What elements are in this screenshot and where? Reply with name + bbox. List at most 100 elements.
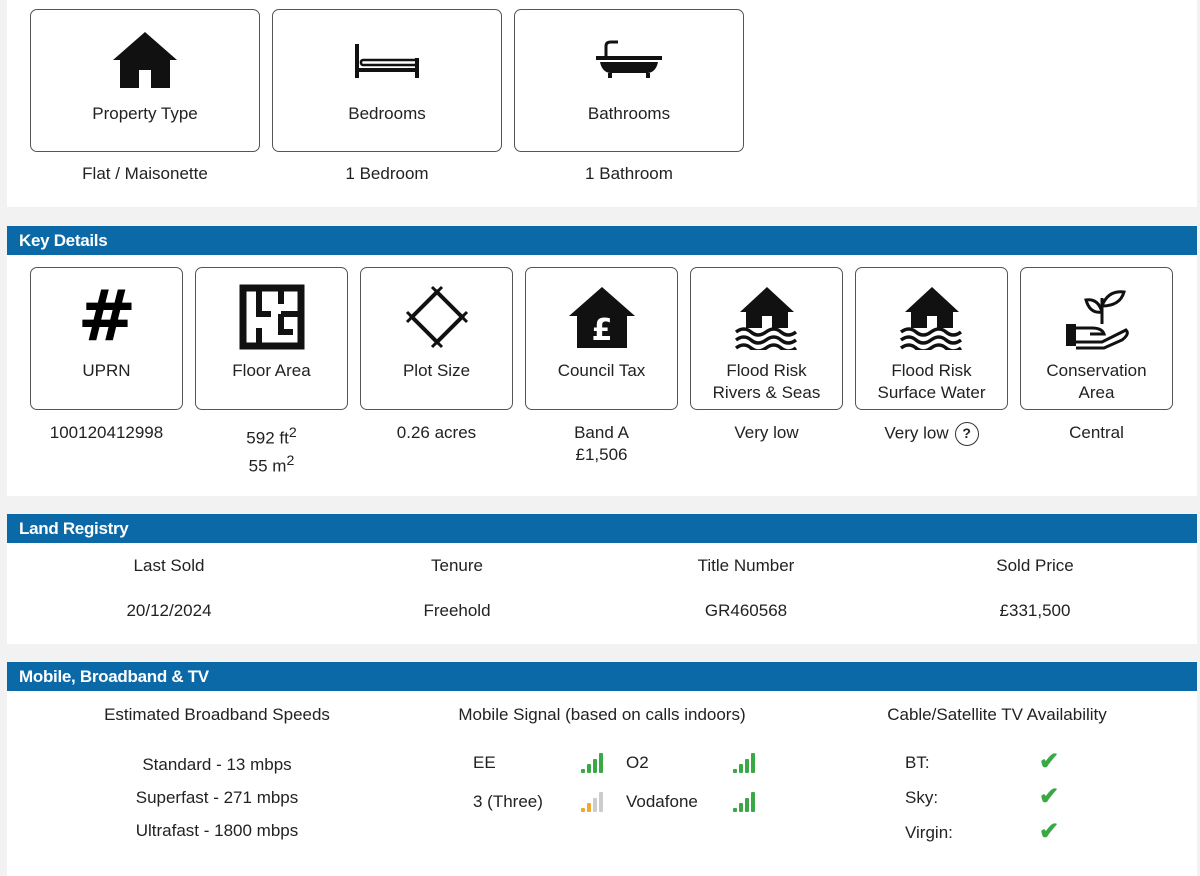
card-label: Conservation	[1046, 361, 1147, 380]
key-details-header: Key Details	[7, 226, 1197, 255]
house-icon	[113, 32, 177, 88]
key-detail-card: Plot Size	[360, 267, 513, 410]
card-label: Rivers & Seas	[712, 383, 821, 402]
card-label: Floor Area	[232, 361, 311, 380]
last-sold-value: 20/12/2024	[126, 601, 212, 620]
card-label: Flood Risk	[891, 361, 972, 380]
network-name: EE	[473, 753, 496, 772]
network-name: 3 (Three)	[473, 792, 543, 811]
key-detail-value: 592 ft	[246, 428, 289, 448]
signal-strength-icon	[733, 792, 755, 812]
tv-title: Cable/Satellite TV Availability	[887, 705, 1107, 724]
summary-panel: Property Type Bedrooms Bathrooms Flat / …	[7, 0, 1197, 207]
key-detail-value-block: 592 ft2 55 m2	[195, 422, 348, 477]
check-icon: ✔	[1039, 748, 1060, 775]
title-number-value: GR460568	[704, 601, 788, 620]
tv-provider: Sky:	[905, 788, 939, 807]
key-detail-card: Floor Area	[195, 267, 348, 410]
sold-price-label: Sold Price	[996, 556, 1074, 575]
key-detail-value: £1,506	[575, 445, 628, 464]
hash-icon: #	[77, 284, 136, 350]
plant-hand-icon	[1065, 290, 1129, 350]
bedrooms-card: Bedrooms	[272, 9, 502, 152]
bathrooms-card: Bathrooms	[514, 9, 744, 152]
key-detail-value-block: 100120412998	[30, 422, 183, 444]
bathrooms-value: 1 Bathroom	[585, 164, 673, 183]
key-detail-card: Flood Risk Surface Water	[855, 267, 1008, 410]
signal-bar	[593, 759, 597, 773]
key-detail-card: # UPRN	[30, 267, 183, 410]
key-details-panel: # UPRN 100120412998 Floor Area 592 ft2 55 m2 P…	[7, 255, 1197, 496]
card-label: Surface Water	[877, 383, 986, 402]
key-detail-value-block: 0.26 acres	[360, 422, 513, 444]
floorplan-icon	[239, 284, 304, 350]
key-detail-value: Very low	[734, 423, 799, 442]
svg-text:#: #	[77, 284, 136, 350]
plot-icon	[405, 285, 468, 349]
signal-bar	[599, 792, 603, 812]
mobile-panel: Estimated Broadband Speeds Standard - 13…	[7, 691, 1197, 876]
broadband-title: Estimated Broadband Speeds	[104, 705, 330, 724]
unit-superscript: 2	[286, 452, 295, 469]
key-detail-value-block: Central	[1020, 422, 1173, 444]
tv-provider: Virgin:	[905, 823, 953, 842]
key-detail-card: Conservation Area	[1020, 267, 1173, 410]
flood-icon	[734, 287, 797, 350]
signal-bar	[739, 764, 743, 773]
key-detail-value: 55 m	[248, 456, 287, 476]
broadband-speed: Standard - 13 mbps	[142, 755, 292, 774]
signal-bar	[599, 753, 603, 773]
card-label: Plot Size	[402, 361, 471, 380]
key-detail-value: 100120412998	[49, 423, 164, 442]
signal-bar	[745, 798, 749, 812]
flood-icon	[899, 287, 962, 350]
signal-title: Mobile Signal (based on calls indoors)	[458, 705, 746, 724]
card-label: Bathrooms	[587, 104, 671, 123]
title-number-label: Title Number	[697, 556, 795, 575]
key-detail-value: Central	[1069, 423, 1124, 442]
land-registry-header: Land Registry	[7, 514, 1197, 543]
broadband-speed: Superfast - 271 mbps	[135, 788, 299, 807]
signal-bar	[581, 808, 585, 812]
help-icon[interactable]: ?	[954, 422, 979, 446]
bed-icon	[355, 44, 419, 78]
tenure-label: Tenure	[431, 556, 483, 575]
network-name: Vodafone	[626, 792, 698, 811]
bath-icon	[596, 40, 662, 78]
signal-bar	[739, 803, 743, 812]
svg-text:£: £	[591, 313, 612, 348]
key-detail-card: Flood Risk Rivers & Seas	[690, 267, 843, 410]
mobile-header: Mobile, Broadband & TV	[7, 662, 1197, 691]
key-detail-value: Very low	[884, 423, 949, 443]
unit-superscript: 2	[288, 425, 297, 441]
signal-bar	[587, 764, 591, 773]
signal-bar	[581, 769, 585, 773]
signal-strength-icon	[733, 753, 755, 773]
signal-bar	[745, 759, 749, 773]
signal-bar	[751, 792, 755, 812]
council-tax-icon: £	[568, 287, 635, 348]
last-sold-label: Last Sold	[133, 556, 205, 575]
signal-bar	[733, 808, 737, 812]
key-detail-card: £ Council Tax	[525, 267, 678, 410]
tenure-value: Freehold	[423, 601, 491, 620]
key-detail-value-block: Very low?	[855, 422, 1008, 446]
card-label: Property Type	[92, 104, 198, 123]
signal-bar	[593, 798, 597, 812]
signal-strength-icon	[581, 753, 603, 773]
property-type-card: Property Type	[30, 9, 260, 152]
land-registry-panel: Last Sold Tenure Title Number Sold Price…	[7, 543, 1197, 644]
signal-bar	[587, 803, 591, 812]
broadband-speed: Ultrafast - 1800 mbps	[135, 821, 299, 840]
card-label: Flood Risk	[726, 361, 807, 380]
card-label: Area	[1078, 383, 1115, 402]
key-detail-value: Band A	[574, 423, 629, 442]
key-detail-value-block: Very low	[690, 422, 843, 444]
property-type-value: Flat / Maisonette	[82, 164, 208, 183]
bedrooms-value: 1 Bedroom	[345, 164, 429, 183]
check-icon: ✔	[1039, 783, 1060, 810]
card-label: Bedrooms	[348, 104, 426, 123]
key-detail-value: 0.26 acres	[396, 423, 477, 442]
network-name: O2	[626, 753, 649, 772]
signal-strength-icon	[581, 792, 603, 812]
